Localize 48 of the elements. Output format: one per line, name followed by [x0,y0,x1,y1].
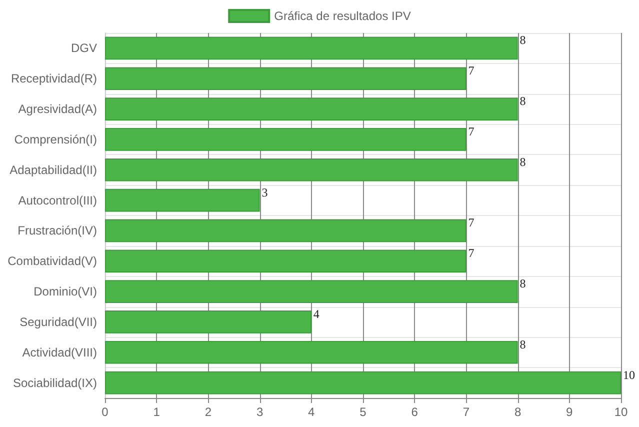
bar [105,371,621,394]
data-label: 8 [520,33,526,48]
data-label: 10 [623,368,635,382]
y-tick-label: DGV [70,41,97,56]
y-tick-label: Autocontrol(III) [18,193,97,208]
y-tick-label: Adaptabilidad(II) [10,162,97,177]
data-label: 7 [468,124,474,138]
y-tick-label: Receptividad(R) [10,72,97,86]
data-label: 8 [520,337,526,352]
x-tick-label: 0 [102,405,109,419]
bar [105,310,312,334]
bar [105,340,518,364]
bar [105,128,466,151]
y-tick-label: Frustración(IV) [18,224,97,238]
y-tick-label: Agresividad(A) [18,102,97,116]
x-tick-label: 2 [204,405,212,419]
bar [105,98,518,120]
bar [105,280,518,303]
y-tick-label: Actividad(VIII) [22,345,97,360]
x-tick-label: 8 [514,405,522,419]
legend-label: Gráfica de resultados IPV [274,9,411,23]
y-tick-label: Dominio(VI) [34,284,97,299]
y-tick-label: Comprensión(I) [14,132,97,146]
x-tick-label: 5 [360,405,367,419]
x-tick-label: 7 [462,405,470,419]
bar [105,36,518,60]
x-tick-label: 9 [566,405,574,419]
data-label: 7 [468,246,474,260]
x-tick-label: 6 [411,405,418,419]
y-tick-label: Combatividad(V) [8,254,97,268]
y-tick-label: Sociabilidad(IX) [12,376,97,390]
data-label: 8 [520,94,526,108]
bar [105,250,466,273]
x-tick-label: 10 [614,405,628,419]
data-label: 7 [468,216,474,230]
bar [105,188,260,212]
x-tick-label: 4 [308,405,316,419]
data-label: 3 [262,185,268,200]
data-label: 8 [520,276,526,291]
bar [105,219,466,242]
bar [105,67,466,90]
y-tick-label: Seguridad(VII) [20,314,97,329]
data-label: 7 [468,64,474,78]
x-tick-label: 3 [256,405,264,419]
data-label: 8 [520,154,526,169]
data-label: 4 [313,306,320,321]
bar [105,158,518,182]
x-tick-label: 1 [153,405,160,419]
